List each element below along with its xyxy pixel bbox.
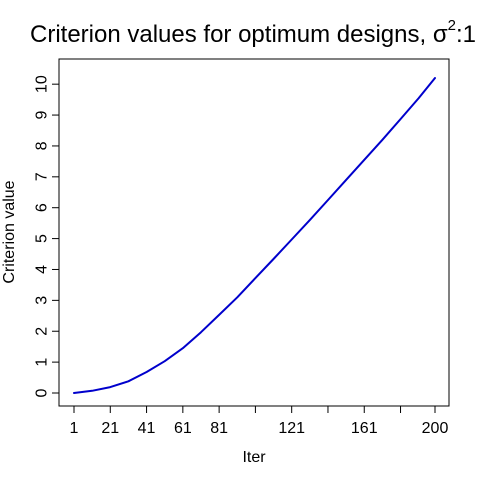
- y-tick-label: 10: [34, 75, 51, 93]
- x-axis: 1 21 41 61 81 121 161 200: [70, 406, 449, 437]
- chart-title-main: Criterion values for optimum designs,: [30, 21, 433, 48]
- x-tick-label: 121: [278, 420, 305, 437]
- y-axis: 0 1 2 3 4 5 6 7 8 9 10: [34, 75, 59, 397]
- y-tick-label: 6: [34, 203, 51, 212]
- x-axis-label: Iter: [242, 449, 266, 466]
- x-tick-label: 21: [101, 420, 119, 437]
- chart-title-sigma: σ: [433, 21, 448, 48]
- y-tick-label: 7: [34, 172, 51, 181]
- plot-frame: [58, 58, 450, 407]
- y-tick-label: 8: [34, 141, 51, 150]
- y-tick-label: 0: [34, 388, 51, 397]
- series-line: [73, 77, 436, 394]
- chart-title-suffix: :1: [456, 21, 476, 48]
- x-tick-label: 1: [70, 420, 79, 437]
- chart-title-superscript: 2: [448, 17, 456, 34]
- x-tick-label: 161: [351, 420, 378, 437]
- series-group: [73, 77, 436, 394]
- x-tick-label: 61: [174, 420, 192, 437]
- y-tick-label: 3: [34, 296, 51, 305]
- x-tick-label: 200: [422, 420, 449, 437]
- y-tick-label: 5: [34, 234, 51, 243]
- y-tick-label: 2: [34, 327, 51, 336]
- x-tick-label: 81: [210, 420, 228, 437]
- y-axis-label: Criterion value: [1, 180, 18, 283]
- y-tick-label: 4: [34, 265, 51, 274]
- y-tick-label: 1: [34, 358, 51, 367]
- chart-title: Criterion values for optimum designs, σ2…: [30, 17, 476, 48]
- y-tick-label: 9: [34, 111, 51, 120]
- x-tick-label: 41: [138, 420, 156, 437]
